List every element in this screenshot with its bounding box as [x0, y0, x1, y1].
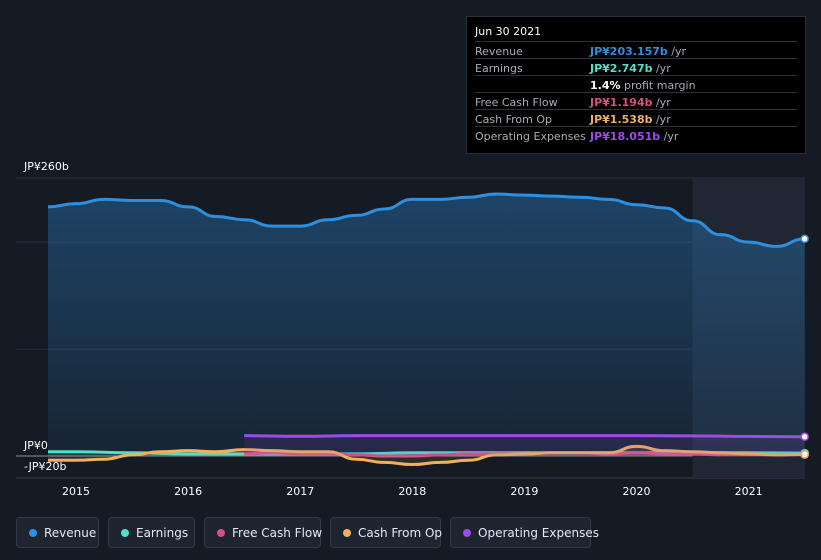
- legend-item-cash-from-op[interactable]: Cash From Op: [330, 517, 443, 548]
- legend-label: Free Cash Flow: [232, 526, 323, 540]
- operating-expenses-area: [244, 435, 805, 456]
- tooltip-row: Operating Expenses JP¥18.051b /yr: [475, 126, 797, 144]
- y-label-top: JP¥260b: [23, 160, 69, 173]
- y-label-bottom: -JP¥20b: [24, 460, 66, 473]
- legend-dot-icon: [217, 529, 225, 537]
- tooltip-row-label: Revenue: [475, 45, 523, 58]
- y-label-zero: JP¥0: [23, 439, 48, 452]
- tooltip-row-unit: /yr: [652, 96, 671, 109]
- tooltip-row-unit: /yr: [652, 113, 671, 126]
- operating-expenses-end-point: [800, 432, 809, 441]
- tooltip-row-unit: profit margin: [620, 79, 696, 92]
- legend-label: Cash From Op: [358, 526, 443, 540]
- tooltip-row-value: JP¥1.194b /yr: [590, 96, 671, 109]
- tooltip-row-value: JP¥18.051b /yr: [590, 130, 679, 143]
- revenue-area: [48, 194, 805, 457]
- legend-item-revenue[interactable]: Revenue: [16, 517, 99, 548]
- revenue-line: [47, 192, 805, 248]
- tooltip-date: Jun 30 2021: [475, 25, 542, 38]
- tooltip-row: Earnings JP¥2.747b /yr: [475, 58, 797, 76]
- tooltip-row-unit: /yr: [660, 130, 679, 143]
- legend-item-earnings[interactable]: Earnings: [108, 517, 195, 548]
- tooltip-row-value: JP¥2.747b /yr: [590, 62, 671, 75]
- tooltip-row: 1.4% profit margin: [475, 75, 797, 93]
- x-tick-label: 2018: [398, 485, 426, 498]
- cash-from-op-line: [48, 444, 805, 467]
- tooltip-panel: Jun 30 2021 Revenue JP¥203.157b /yr Earnin…: [466, 16, 806, 154]
- x-axis-ticks: 2015 2016 2017 2018 2019 2020 2021: [62, 485, 763, 498]
- x-tick-label: 2015: [62, 485, 90, 498]
- series-layer: [47, 192, 809, 467]
- legend-dot-icon: [29, 529, 37, 537]
- tooltip-row-value: JP¥203.157b /yr: [590, 45, 687, 58]
- x-tick-label: 2021: [735, 485, 763, 498]
- legend-dot-icon: [463, 529, 471, 537]
- tooltip-row-label: Operating Expenses: [475, 130, 586, 143]
- tooltip-row-label: Free Cash Flow: [475, 96, 558, 109]
- tooltip-row: Free Cash Flow JP¥1.194b /yr: [475, 92, 797, 110]
- tooltip-row: Cash From Op JP¥1.538b /yr: [475, 109, 797, 127]
- legend-dot-icon: [121, 529, 129, 537]
- tooltip-row: Revenue JP¥203.157b /yr: [475, 41, 797, 59]
- tooltip-row-unit: /yr: [652, 62, 671, 75]
- tooltip-row-unit: /yr: [667, 45, 687, 58]
- revenue-end-point: [800, 234, 809, 244]
- legend-item-operating-expenses[interactable]: Operating Expenses: [450, 517, 599, 548]
- legend-item-free-cash-flow[interactable]: Free Cash Flow: [204, 517, 323, 548]
- tooltip-row-label: Cash From Op: [475, 113, 553, 126]
- legend-label: Operating Expenses: [478, 526, 599, 540]
- tooltip-row-label: Earnings: [475, 62, 523, 75]
- x-tick-label: 2019: [510, 485, 538, 498]
- operating-expenses-line: [244, 434, 805, 439]
- x-tick-label: 2017: [286, 485, 314, 498]
- tooltip-row-value: 1.4% profit margin: [590, 79, 696, 92]
- legend-label: Revenue: [44, 526, 97, 540]
- legend-dot-icon: [343, 529, 351, 537]
- tooltip-row-value: JP¥1.538b /yr: [590, 113, 671, 126]
- cash-from-op-end-point: [800, 450, 809, 459]
- x-tick-label: 2016: [174, 485, 202, 498]
- legend-label: Earnings: [136, 526, 189, 540]
- x-tick-label: 2020: [623, 485, 651, 498]
